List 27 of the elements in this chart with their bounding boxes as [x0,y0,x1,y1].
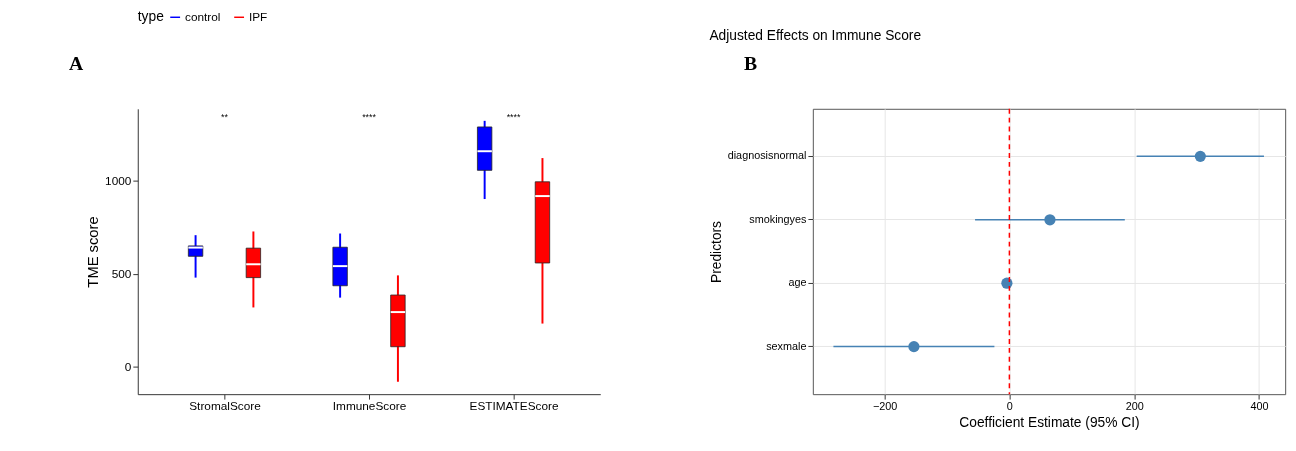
legend-label: IPF [248,10,268,25]
x-tick-label: 0 [1006,400,1013,413]
legend-label: control [185,10,221,25]
y-axis-title: TME score [85,216,102,288]
point [1001,277,1013,289]
x-tick-label: −200 [872,400,898,413]
y-axis-title: Predictors [708,220,724,283]
chart-title: Adjusted Effects on Immune Score [709,27,922,43]
x-tick-label: ImmuneScore [332,399,407,414]
x-tick-label: StromalScore [189,399,262,414]
annotation: **** [506,111,521,122]
x-tick-label: 200 [1125,400,1144,413]
x-tick-label: ESTIMATEScore [469,399,559,414]
y-tick-label: age [788,276,807,289]
x-tick-label: 400 [1250,400,1269,413]
legend-title: type [137,9,165,25]
y-tick-label: sexmale [766,339,807,352]
x-axis-title: Coefficient Estimate (95% CI) [959,415,1140,431]
y-tick-label: 0 [124,359,132,374]
annotation: ** [221,111,229,122]
text: B [743,52,758,75]
y-tick-label: 1000 [105,174,132,189]
y-tick-label: diagnosisnormal [727,149,807,162]
annotation: **** [362,111,377,122]
y-tick-label: smokingyes [749,212,808,225]
y-tick-label: 500 [111,267,132,282]
text: A [68,52,84,75]
